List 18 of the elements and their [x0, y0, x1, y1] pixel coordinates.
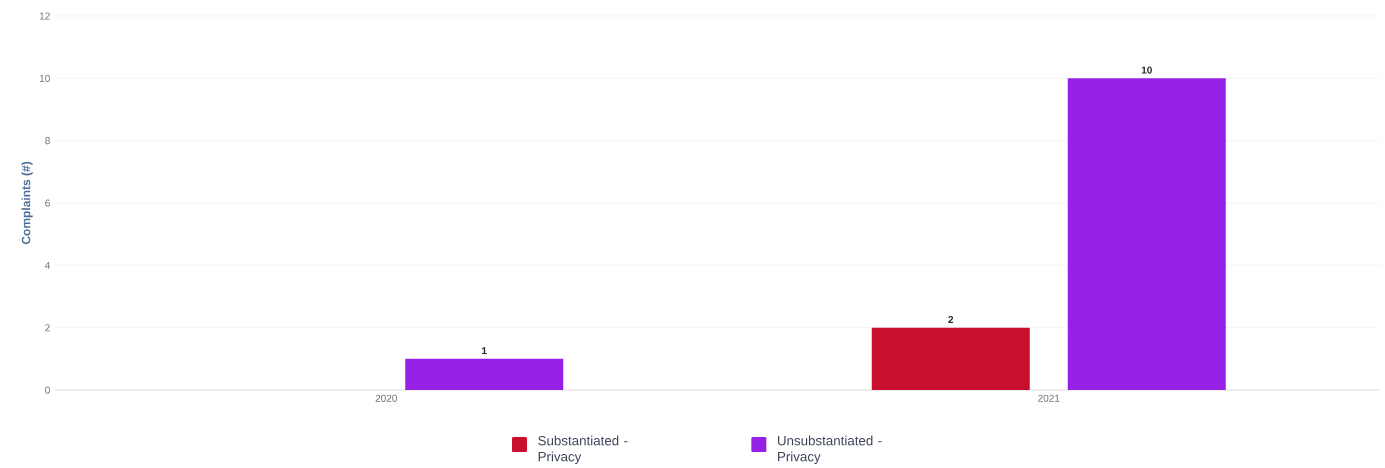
bar — [405, 358, 564, 390]
y-tick-label: 6 — [45, 199, 50, 207]
y-tick-label: 2 — [45, 324, 50, 332]
x-tick-label: 2020 — [375, 394, 397, 402]
x-tick-label: 2021 — [1038, 394, 1060, 402]
y-tick-label: 4 — [44, 261, 50, 269]
legend-label: Substantiated - Privacy — [538, 435, 628, 465]
y-tick-label: 8 — [45, 137, 50, 145]
data-label: 2 — [948, 315, 954, 323]
bar — [871, 327, 1030, 390]
y-axis-title: Complaints (#) — [21, 161, 33, 245]
legend-label: Unsubstantiated - Privacy — [777, 435, 882, 465]
y-tick-label: 0 — [45, 386, 50, 394]
y-tick-label: 12 — [39, 12, 50, 20]
bar — [1067, 78, 1226, 390]
data-label: 10 — [1141, 66, 1152, 74]
data-label: 1 — [482, 347, 487, 355]
y-tick-label: 10 — [39, 74, 50, 82]
